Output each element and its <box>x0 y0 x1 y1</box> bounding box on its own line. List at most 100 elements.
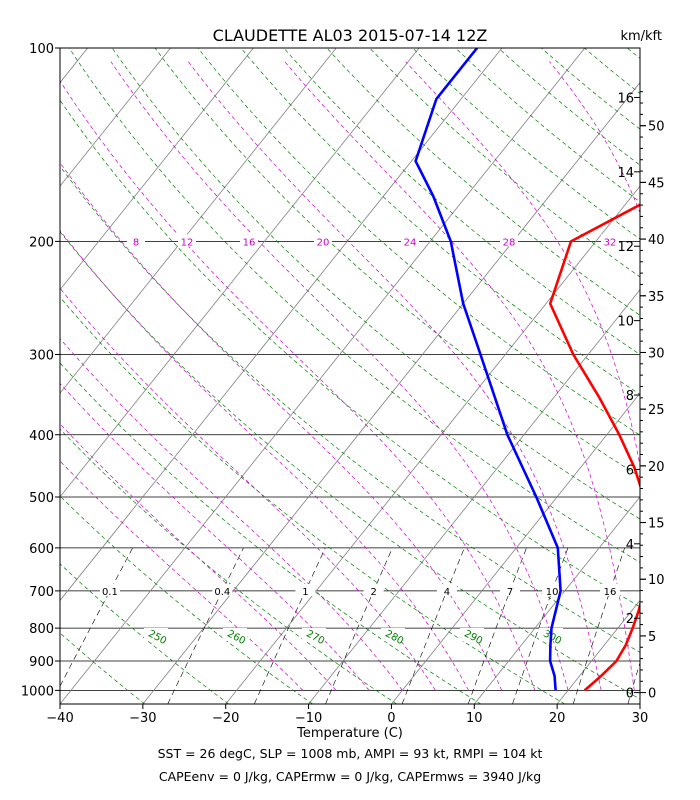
temperature-tick-label: 20 <box>549 711 566 726</box>
pressure-tick-label: 300 <box>29 348 54 363</box>
isotherm-line <box>60 48 503 602</box>
dry-adiabat-line <box>60 702 61 704</box>
moist-adiabat-line <box>685 62 700 691</box>
pressure-tick-label: 200 <box>29 235 54 250</box>
isotherm-line <box>391 392 640 704</box>
label-bg <box>127 234 145 247</box>
km-tick-label: 4 <box>626 538 634 553</box>
mixing-ratio-label: 4 <box>444 587 450 598</box>
isotherm-line <box>225 185 640 704</box>
moist-adiabat-line <box>60 80 536 691</box>
footer-line-2: CAPEenv = 0 J/kg, CAPErmw = 0 J/kg, CAPE… <box>159 769 541 784</box>
isotherm-line <box>0 48 5 704</box>
dry-adiabat-line <box>498 48 640 166</box>
label-bg <box>295 583 316 596</box>
dry-adiabat-line <box>283 48 640 355</box>
chart-title: CLAUDETTE AL03 2015-07-14 12Z <box>213 26 488 45</box>
moist-adiabat-line <box>60 230 469 691</box>
label-bg <box>302 628 326 641</box>
dry-adiabat-line <box>584 48 640 94</box>
label-bg <box>601 234 619 247</box>
isotherm-line <box>639 703 640 704</box>
label-bg <box>144 628 168 641</box>
mixing-ratio-line <box>512 547 569 704</box>
moist-adiabat-line <box>60 382 370 691</box>
dry-adiabat-line <box>60 296 565 704</box>
dry-adiabat-line <box>60 165 640 653</box>
dry-adiabat-line <box>60 362 481 704</box>
moist-adiabat-label: 32 <box>604 237 617 248</box>
dry-adiabat-line <box>541 48 640 130</box>
label-bg <box>542 583 563 596</box>
isotherm-line <box>60 48 171 187</box>
kft-tick-label: 20 <box>648 460 665 475</box>
moist-adiabat-line <box>284 61 635 691</box>
dry-adiabat-line <box>369 48 640 278</box>
kft-tick-label: 10 <box>648 573 665 588</box>
moist-adiabat-label: 24 <box>404 237 417 248</box>
pressure-tick-label: 1000 <box>21 684 54 699</box>
km-tick-label: 8 <box>626 389 634 404</box>
isotherm-line <box>60 48 337 394</box>
dry-adiabat-line <box>455 48 640 203</box>
km-tick-label: 14 <box>617 166 634 181</box>
dry-adiabat-line <box>197 48 640 436</box>
mixing-ratio-label: 0.1 <box>102 587 118 598</box>
dry-adiabat-line <box>60 231 640 700</box>
dry-adiabat-line <box>326 48 640 316</box>
label-bg <box>240 234 258 247</box>
moist-adiabat-label: 16 <box>243 237 256 248</box>
mixing-ratio-label: 0.4 <box>214 587 230 598</box>
moist-adiabat-label: 20 <box>317 237 330 248</box>
temperature-tick-label: 10 <box>466 711 483 726</box>
isotherm-line <box>60 48 254 291</box>
mixing-ratio-line <box>467 547 527 704</box>
isotherm-line <box>308 289 640 704</box>
kft-tick-label: 5 <box>648 630 656 645</box>
moist-adiabat-label: 12 <box>181 237 194 248</box>
moist-adiabat-line <box>110 61 569 691</box>
label-bg <box>500 583 521 596</box>
dry-adiabat-line <box>154 48 640 478</box>
km-tick-label: 16 <box>617 91 634 106</box>
pressure-tick-label: 600 <box>29 542 54 557</box>
km-tick-label: 0 <box>626 687 634 702</box>
mixing-ratio-label: 16 <box>604 587 617 598</box>
pressure-tick-label: 100 <box>29 42 54 57</box>
kft-tick-label: 35 <box>648 290 665 305</box>
sounding-series <box>414 48 640 692</box>
label-bg <box>460 628 484 641</box>
moist-adiabat-line <box>549 61 640 214</box>
moist-adiabat-line <box>60 338 403 691</box>
mixing-ratio-line <box>167 547 244 704</box>
pressure-tick-label: 500 <box>29 491 54 506</box>
mixing-ratio-line <box>627 661 640 704</box>
pressure-tick-label: 400 <box>29 429 54 444</box>
plot-frame <box>59 47 641 705</box>
pressure-tick-label: 700 <box>29 585 54 600</box>
moist-adiabat-label: 28 <box>503 237 516 248</box>
moist-adiabat-line <box>60 287 436 691</box>
mixing-ratio-line <box>254 547 326 704</box>
kft-tick-label: 40 <box>648 233 665 248</box>
label-bg <box>600 583 621 596</box>
label-bg <box>178 234 196 247</box>
kft-tick-label: 0 <box>648 687 656 702</box>
label-bg <box>212 583 233 596</box>
kft-tick-label: 15 <box>648 517 665 532</box>
label-bg <box>436 583 457 596</box>
kft-tick-label: 45 <box>648 176 665 191</box>
mixing-ratio-line <box>572 547 625 704</box>
moist-adiabat-label: 8 <box>133 237 139 248</box>
moist-adiabat-line <box>60 162 503 691</box>
dry-adiabat-line <box>60 99 640 608</box>
label-bg <box>223 628 247 641</box>
moist-adiabat-line <box>60 460 304 691</box>
dry-adiabat-line <box>670 48 700 704</box>
moist-adiabat-line <box>60 423 337 691</box>
dewpoint-profile <box>414 48 562 691</box>
mixing-ratio-label: 2 <box>370 587 376 598</box>
isotherm-line <box>60 48 586 704</box>
